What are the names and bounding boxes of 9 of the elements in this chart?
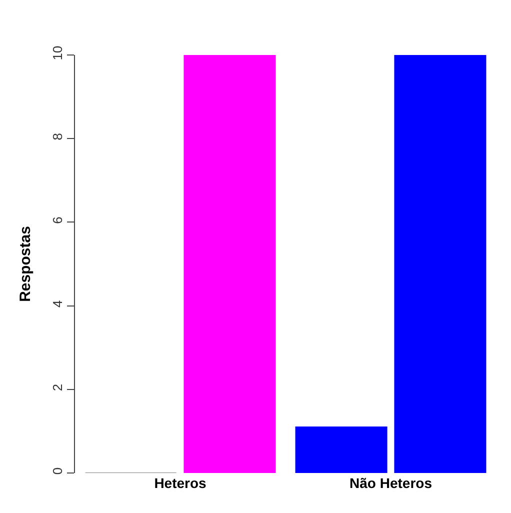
y-tick-label: 8 xyxy=(50,133,65,140)
y-tick-label: 6 xyxy=(50,216,65,224)
y-tick-label: 0 xyxy=(50,467,65,475)
x-tick-label: Não Heteros xyxy=(350,475,432,491)
y-tick-label: 4 xyxy=(50,300,65,308)
y-axis-title: Respostas xyxy=(17,226,34,302)
x-tick-label: Heteros xyxy=(154,475,207,491)
y-tick-label: 2 xyxy=(50,384,65,392)
y-tick-label: 10 xyxy=(50,46,65,60)
